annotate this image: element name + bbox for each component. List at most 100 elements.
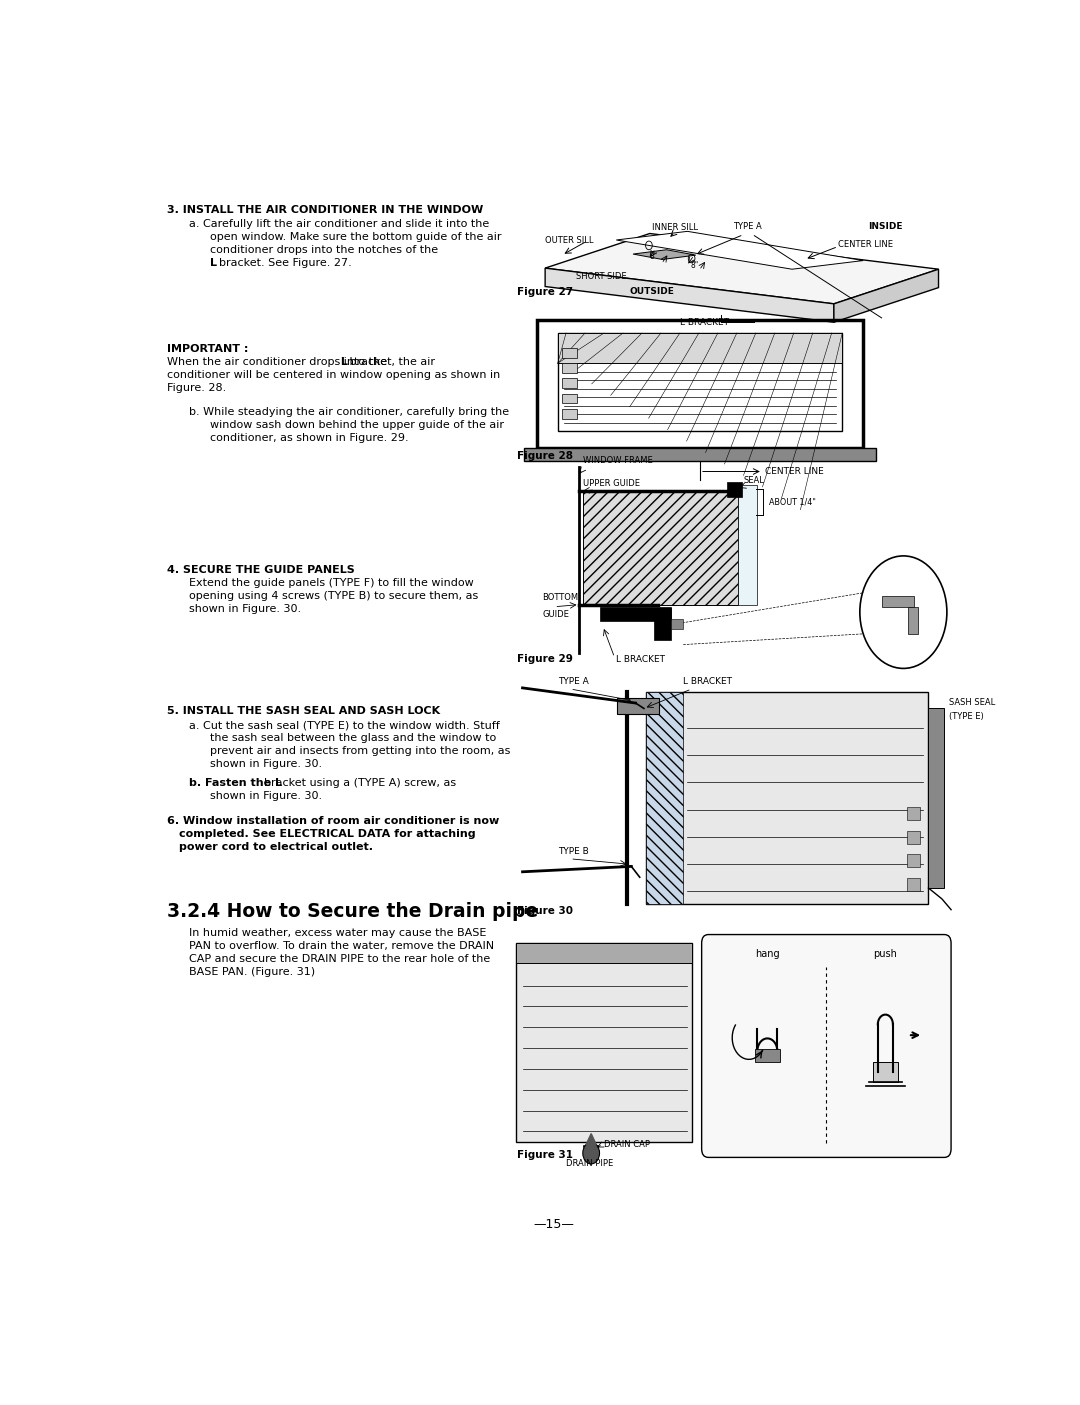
Text: OUTER SILL: OUTER SILL <box>545 236 594 244</box>
Text: push: push <box>874 948 897 958</box>
Text: conditioner will be centered in window opening as shown in: conditioner will be centered in window o… <box>166 370 500 379</box>
Text: 6. Window installation of room air conditioner is now: 6. Window installation of room air condi… <box>166 815 499 826</box>
Text: shown in Figure. 30.: shown in Figure. 30. <box>189 604 301 614</box>
Text: Figure 27: Figure 27 <box>516 287 572 296</box>
Text: 4. SECURE THE GUIDE PANELS: 4. SECURE THE GUIDE PANELS <box>166 565 354 575</box>
Text: hang: hang <box>755 948 780 958</box>
Text: Figure 29: Figure 29 <box>516 653 572 663</box>
Text: INNER SILL: INNER SILL <box>652 223 698 232</box>
Text: UPPER GUIDE: UPPER GUIDE <box>583 479 639 488</box>
Text: a. Carefully lift the air conditioner and slide it into the: a. Carefully lift the air conditioner an… <box>189 219 489 229</box>
Bar <box>516 943 691 962</box>
Bar <box>583 490 738 604</box>
Polygon shape <box>834 270 939 322</box>
Text: bracket. See Figure. 27.: bracket. See Figure. 27. <box>219 259 351 268</box>
Bar <box>524 448 876 461</box>
Text: SHORT SIDE: SHORT SIDE <box>576 273 626 281</box>
Text: ABOUT 1/4": ABOUT 1/4" <box>769 497 816 506</box>
Text: In humid weather, excess water may cause the BASE: In humid weather, excess water may cause… <box>189 929 487 939</box>
Text: the sash seal between the glass and the window to: the sash seal between the glass and the … <box>211 733 497 743</box>
Text: BASE PAN. (Figure. 31): BASE PAN. (Figure. 31) <box>189 967 315 976</box>
Text: power cord to electrical outlet.: power cord to electrical outlet. <box>179 842 374 851</box>
Text: CENTER LINE: CENTER LINE <box>838 240 893 249</box>
Text: 3. INSTALL THE AIR CONDITIONER IN THE WINDOW: 3. INSTALL THE AIR CONDITIONER IN THE WI… <box>166 205 483 215</box>
Text: opening using 4 screws (TYPE B) to secure them, as: opening using 4 screws (TYPE B) to secur… <box>189 590 478 600</box>
Bar <box>599 607 671 621</box>
Text: SASH SEAL: SASH SEAL <box>948 698 995 707</box>
Text: Figure 31: Figure 31 <box>516 1151 572 1161</box>
Text: 8": 8" <box>691 261 699 271</box>
Bar <box>929 708 944 888</box>
Text: (TYPE E): (TYPE E) <box>948 712 983 721</box>
Text: CENTER LINE: CENTER LINE <box>766 466 824 476</box>
Polygon shape <box>545 233 939 303</box>
Text: When the air conditioner drops into the: When the air conditioner drops into the <box>166 357 387 367</box>
Text: PAN to overflow. To drain the water, remove the DRAIN: PAN to overflow. To drain the water, rem… <box>189 941 495 951</box>
Circle shape <box>583 1142 599 1163</box>
Text: 5. INSTALL THE SASH SEAL AND SASH LOCK: 5. INSTALL THE SASH SEAL AND SASH LOCK <box>166 707 440 717</box>
Bar <box>907 607 918 634</box>
Text: conditioner drops into the notches of the: conditioner drops into the notches of th… <box>211 246 438 256</box>
Text: TYPE B: TYPE B <box>557 847 589 856</box>
Bar <box>562 409 577 419</box>
Text: OUTSIDE: OUTSIDE <box>630 288 675 296</box>
Bar <box>646 693 684 905</box>
Bar <box>516 943 691 1142</box>
Bar <box>907 878 920 891</box>
Bar <box>907 854 920 867</box>
Bar <box>557 333 842 364</box>
Bar <box>907 830 920 843</box>
Text: TYPE A: TYPE A <box>733 222 762 232</box>
Polygon shape <box>586 1134 596 1145</box>
Text: window sash down behind the upper guide of the air: window sash down behind the upper guide … <box>211 420 504 430</box>
Text: completed. See ELECTRICAL DATA for attaching: completed. See ELECTRICAL DATA for attac… <box>179 829 476 839</box>
Text: Figure. 28.: Figure. 28. <box>166 382 226 393</box>
Text: shown in Figure. 30.: shown in Figure. 30. <box>211 759 323 770</box>
Text: bracket, the air: bracket, the air <box>346 357 435 367</box>
Text: L: L <box>211 259 221 268</box>
Bar <box>646 693 928 905</box>
Bar <box>537 320 863 448</box>
Bar <box>907 806 920 821</box>
Bar <box>873 1062 897 1082</box>
Text: DRAIN PIPE: DRAIN PIPE <box>566 1159 613 1168</box>
FancyBboxPatch shape <box>702 934 951 1158</box>
Text: L BRACKET: L BRACKET <box>617 655 665 665</box>
Text: 3.2.4 How to Secure the Drain pipe: 3.2.4 How to Secure the Drain pipe <box>166 902 538 922</box>
Text: Figure 30: Figure 30 <box>516 906 572 916</box>
Bar <box>562 393 577 403</box>
Text: Figure 28: Figure 28 <box>516 451 572 461</box>
Bar <box>557 333 842 431</box>
Text: b. Fasten the L: b. Fasten the L <box>189 778 286 788</box>
Text: IMPORTANT :: IMPORTANT : <box>166 344 248 354</box>
Text: CAP and secure the DRAIN PIPE to the rear hole of the: CAP and secure the DRAIN PIPE to the rea… <box>189 954 490 964</box>
Text: DRAIN CAP: DRAIN CAP <box>604 1139 650 1149</box>
Text: L BRACKET: L BRACKET <box>679 318 729 327</box>
Text: L: L <box>337 357 348 367</box>
Text: SEAL: SEAL <box>743 475 765 485</box>
Text: bracket using a (TYPE A) screw, as: bracket using a (TYPE A) screw, as <box>265 778 457 788</box>
Text: Extend the guide panels (TYPE F) to fill the window: Extend the guide panels (TYPE F) to fill… <box>189 577 474 587</box>
Text: WINDOW FRAME: WINDOW FRAME <box>583 457 652 465</box>
Bar <box>617 698 659 714</box>
Text: conditioner, as shown in Figure. 29.: conditioner, as shown in Figure. 29. <box>211 433 409 443</box>
Bar <box>562 364 577 374</box>
Text: prevent air and insects from getting into the room, as: prevent air and insects from getting int… <box>211 746 511 756</box>
Text: L BRACKET: L BRACKET <box>684 677 732 686</box>
Bar <box>562 348 577 358</box>
Text: 8": 8" <box>650 251 658 261</box>
Polygon shape <box>617 232 863 270</box>
Text: —15—: —15— <box>534 1218 573 1231</box>
Polygon shape <box>633 250 696 260</box>
Bar <box>654 608 671 641</box>
Text: INSIDE: INSIDE <box>868 222 903 232</box>
Text: TYPE A: TYPE A <box>557 677 589 686</box>
Bar <box>671 618 684 629</box>
Bar <box>562 378 577 388</box>
Bar <box>882 596 915 607</box>
Bar <box>755 1050 780 1062</box>
Text: GUIDE: GUIDE <box>542 610 569 620</box>
Text: a. Cut the sash seal (TYPE E) to the window width. Stuff: a. Cut the sash seal (TYPE E) to the win… <box>189 721 500 731</box>
Text: shown in Figure. 30.: shown in Figure. 30. <box>211 791 323 801</box>
Bar <box>727 482 742 497</box>
